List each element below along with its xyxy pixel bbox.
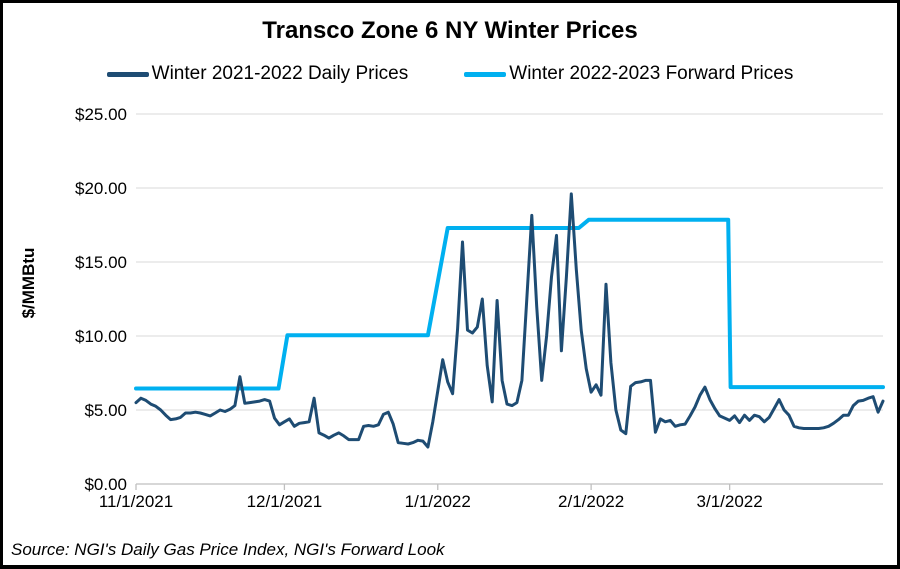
forward-series-line [134,217,885,391]
legend: Winter 2021-2022 Daily Prices Winter 202… [3,63,897,85]
y-tick-label: $15.00 [75,253,127,272]
chart-canvas: $0.00 $5.00 $10.00 $15.00 $20.00 $25.00 11/1/2… [19,105,885,511]
y-tick-label: $0.00 [84,475,127,494]
x-tick-label: 12/1/2021 [247,492,323,511]
y-tick-label: $10.00 [75,327,127,346]
y-tick-label: $25.00 [75,105,127,124]
source-note: Source: NGI's Daily Gas Price Index, NGI… [11,540,445,559]
forward-series-swatch-icon [464,71,507,77]
daily-series-swatch-icon [106,71,149,77]
x-tick-label: 2/1/2022 [558,492,624,511]
x-tick-label: 3/1/2022 [697,492,763,511]
legend-label-forward: Winter 2022-2023 Forward Prices [509,63,794,84]
x-tick-label: 1/1/2022 [405,492,471,511]
y-tick-label: $20.00 [75,179,127,198]
daily-series-line [134,192,885,449]
legend-item-daily: Winter 2021-2022 Daily Prices [106,63,409,85]
y-tick-label: $5.00 [84,401,127,420]
legend-label-daily: Winter 2021-2022 Daily Prices [151,63,409,84]
y-axis-title: $/MMBtu [19,248,38,319]
legend-item-forward: Winter 2022-2023 Forward Prices [464,63,793,85]
x-tick-label: 11/1/2021 [99,492,173,511]
chart-title: Transco Zone 6 NY Winter Prices [262,17,638,44]
